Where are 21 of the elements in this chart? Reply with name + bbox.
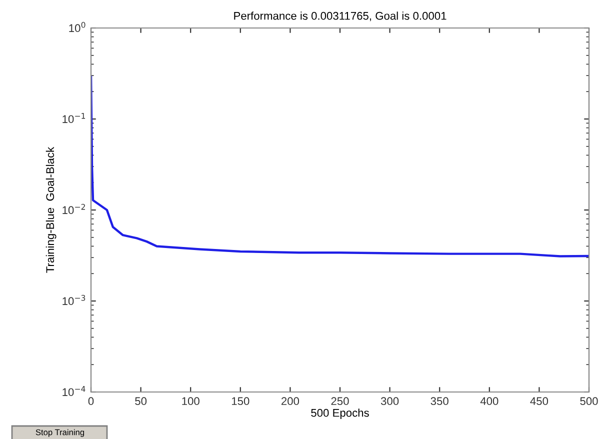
y-tick-label: 10$^{−3}$: [62, 294, 86, 306]
chart-title: Performance is 0.00311765, Goal is 0.0001: [234, 12, 446, 22]
x-tick-label: 0: [88, 397, 94, 406]
y-tick-label: 10$^{−4}$: [62, 386, 86, 396]
x-tick-label: 400: [480, 397, 498, 406]
text: Stop Training: [36, 429, 84, 437]
x-tick-label: 50: [135, 397, 147, 406]
line-series: [91, 76, 589, 258]
x-tick-label: 200: [281, 397, 300, 406]
x-tick-label: 250: [331, 397, 349, 406]
x-tick-label: 350: [430, 397, 448, 406]
x-tick-label: 150: [232, 397, 250, 406]
x-tick-label: 100: [182, 397, 200, 406]
y-axis-title: Training-Blue Goal-Black: [46, 146, 56, 273]
x-tick-label: 500: [580, 397, 598, 406]
x-tick-label: 450: [530, 397, 548, 406]
y-tick-label: 10$^{−2}$: [62, 204, 85, 214]
x-tick-label: 300: [380, 397, 399, 406]
x-axis-title: 500 Epochs: [311, 408, 369, 419]
y-tick-label: 10$^{−1}$: [62, 113, 86, 124]
y-tick-label: 10$^{0}$: [69, 22, 86, 32]
